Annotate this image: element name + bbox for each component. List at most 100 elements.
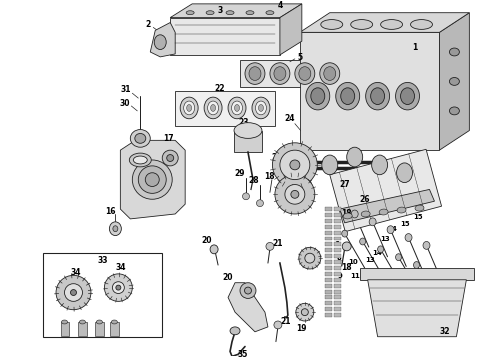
Ellipse shape	[324, 67, 336, 80]
Text: 26: 26	[359, 195, 370, 204]
Ellipse shape	[342, 230, 348, 237]
Ellipse shape	[275, 175, 315, 214]
Text: 35: 35	[238, 350, 248, 359]
Text: 3: 3	[218, 6, 222, 15]
Text: 6: 6	[334, 242, 339, 247]
Text: 17: 17	[163, 134, 173, 143]
Ellipse shape	[336, 82, 360, 110]
Text: 18: 18	[342, 264, 352, 273]
Bar	[96, 322, 104, 336]
Ellipse shape	[243, 193, 249, 200]
Text: 12: 12	[360, 270, 369, 276]
Polygon shape	[170, 18, 280, 55]
Bar	[61, 322, 70, 336]
Bar	[334, 307, 341, 311]
Bar	[334, 266, 341, 270]
Bar	[334, 284, 341, 288]
Ellipse shape	[266, 242, 274, 250]
Polygon shape	[150, 23, 175, 57]
Bar	[334, 225, 341, 229]
Polygon shape	[300, 32, 440, 150]
Ellipse shape	[369, 218, 376, 226]
Polygon shape	[300, 13, 469, 32]
Ellipse shape	[321, 19, 343, 30]
Ellipse shape	[414, 262, 419, 269]
Ellipse shape	[266, 11, 274, 15]
Ellipse shape	[104, 274, 132, 301]
Text: 10: 10	[348, 259, 358, 265]
Text: 34: 34	[115, 264, 125, 273]
Ellipse shape	[162, 150, 178, 166]
Ellipse shape	[112, 282, 124, 293]
Bar	[330, 149, 441, 231]
Text: 16: 16	[105, 207, 116, 216]
Bar	[334, 301, 341, 305]
Ellipse shape	[351, 210, 358, 218]
Ellipse shape	[256, 200, 264, 207]
Ellipse shape	[255, 101, 267, 115]
Bar	[334, 272, 341, 276]
Ellipse shape	[211, 104, 216, 111]
Ellipse shape	[206, 11, 214, 15]
Text: 14: 14	[373, 250, 383, 256]
Bar	[325, 266, 332, 270]
Polygon shape	[340, 189, 435, 223]
Text: 25: 25	[272, 153, 282, 162]
Text: 15: 15	[413, 214, 422, 220]
Bar	[325, 289, 332, 293]
Bar	[334, 289, 341, 293]
Bar	[240, 60, 350, 87]
Ellipse shape	[245, 63, 265, 84]
Ellipse shape	[270, 63, 290, 84]
Ellipse shape	[245, 287, 251, 294]
Bar	[234, 131, 262, 152]
Bar	[325, 242, 332, 246]
Ellipse shape	[252, 97, 270, 119]
Bar	[325, 260, 332, 264]
Ellipse shape	[130, 130, 150, 147]
Bar	[334, 231, 341, 235]
Polygon shape	[170, 4, 302, 18]
Text: 34: 34	[70, 269, 81, 278]
Ellipse shape	[396, 163, 413, 183]
Bar	[334, 296, 341, 300]
Text: 29: 29	[235, 169, 245, 178]
Ellipse shape	[186, 11, 194, 15]
Ellipse shape	[204, 97, 222, 119]
Bar	[334, 242, 341, 246]
Text: 24: 24	[285, 114, 295, 123]
Text: 15: 15	[400, 221, 409, 227]
Text: 31: 31	[120, 85, 131, 94]
Ellipse shape	[296, 303, 314, 321]
Text: 8: 8	[336, 257, 341, 263]
Text: 28: 28	[248, 176, 259, 185]
Ellipse shape	[423, 242, 430, 249]
Ellipse shape	[299, 67, 311, 80]
Text: 22: 22	[215, 84, 225, 93]
Text: 18: 18	[265, 172, 275, 181]
Ellipse shape	[322, 155, 338, 175]
Ellipse shape	[290, 160, 300, 170]
Ellipse shape	[71, 289, 76, 296]
Ellipse shape	[228, 97, 246, 119]
Ellipse shape	[246, 11, 254, 15]
Ellipse shape	[449, 77, 460, 85]
Polygon shape	[228, 283, 268, 332]
Ellipse shape	[133, 156, 147, 164]
Ellipse shape	[301, 309, 308, 316]
Ellipse shape	[274, 321, 282, 329]
Ellipse shape	[154, 35, 166, 50]
Ellipse shape	[65, 284, 82, 301]
Ellipse shape	[56, 275, 91, 310]
Ellipse shape	[370, 88, 385, 104]
Ellipse shape	[395, 82, 419, 110]
Text: 13: 13	[380, 235, 390, 242]
Ellipse shape	[208, 101, 219, 115]
Ellipse shape	[111, 320, 118, 324]
Ellipse shape	[295, 63, 315, 84]
Ellipse shape	[97, 320, 102, 324]
Ellipse shape	[299, 247, 321, 269]
Ellipse shape	[132, 160, 172, 199]
Ellipse shape	[116, 285, 121, 290]
Ellipse shape	[347, 147, 363, 167]
